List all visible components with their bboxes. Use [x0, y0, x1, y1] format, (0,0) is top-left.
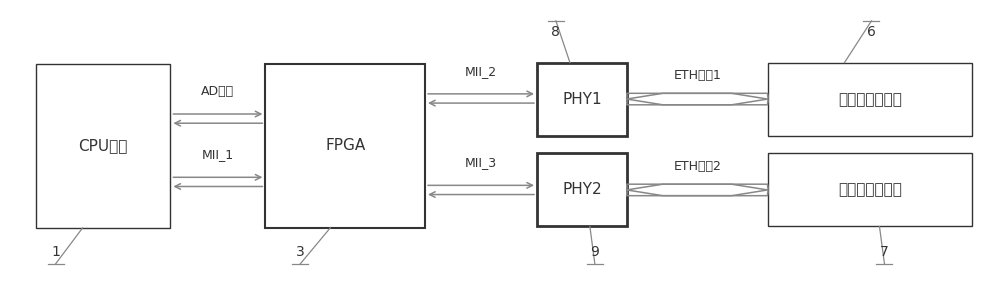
Bar	[537, 62, 627, 136]
Text: AD总线: AD总线	[201, 85, 234, 98]
Text: 业务以太网接口: 业务以太网接口	[838, 92, 902, 107]
Text: 6: 6	[867, 25, 876, 39]
Text: MII_1: MII_1	[202, 149, 234, 162]
Text: ETH接口1: ETH接口1	[673, 69, 721, 82]
Text: MII_2: MII_2	[465, 65, 497, 78]
Bar	[768, 62, 972, 136]
Bar	[537, 153, 627, 227]
Text: 7: 7	[880, 245, 889, 259]
Text: PHY1: PHY1	[562, 92, 602, 107]
Bar	[265, 64, 425, 228]
Text: 9: 9	[590, 245, 599, 259]
Text: 3: 3	[296, 245, 305, 259]
Text: ETH接口2: ETH接口2	[673, 160, 721, 173]
Bar	[36, 64, 170, 228]
Text: 管理以太网接口: 管理以太网接口	[838, 182, 902, 197]
Text: MII_3: MII_3	[465, 157, 497, 170]
Bar	[768, 153, 972, 227]
Text: CPU模块: CPU模块	[78, 138, 128, 153]
Text: FPGA: FPGA	[325, 138, 365, 153]
Text: 1: 1	[51, 245, 60, 259]
Text: 8: 8	[551, 25, 560, 39]
Text: PHY2: PHY2	[562, 182, 602, 197]
